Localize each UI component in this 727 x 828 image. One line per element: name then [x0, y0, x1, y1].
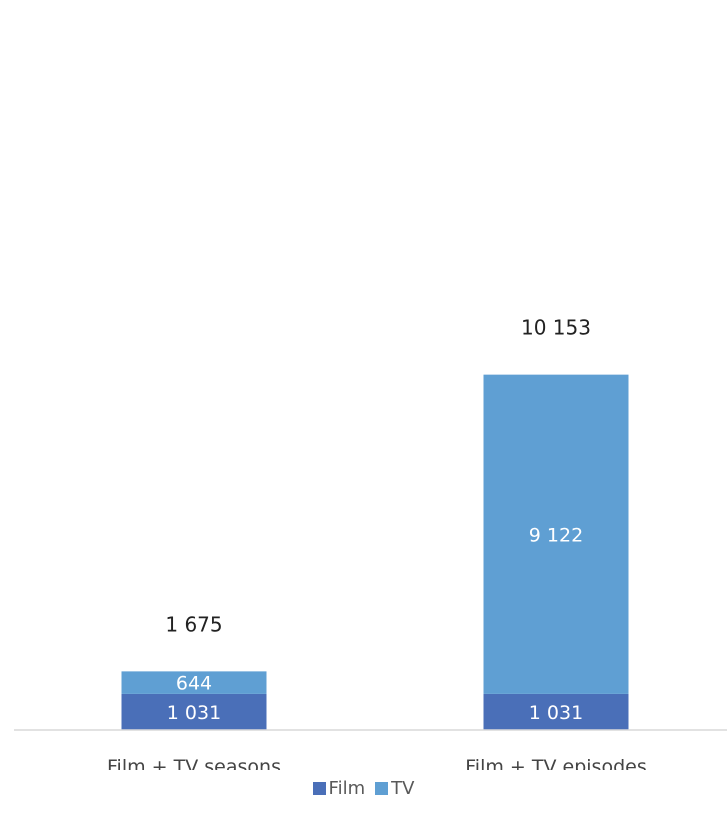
bar-film-1 [121, 693, 267, 730]
legend-swatch-film [312, 782, 326, 795]
data-label-film-2: 1 031 [529, 702, 583, 724]
category-label-1: Film + TV seasons [107, 756, 281, 770]
legend-item-tv: TV [375, 778, 414, 799]
total-label-1: 1 675 [165, 612, 222, 636]
data-label-tv-1: 644 [176, 673, 212, 695]
stacked-bar-chart: 1 031 644 1 675 Film + TV seasons 1 031 9 122… [14, 316, 727, 778]
legend-label-tv: TV [391, 778, 415, 799]
category-label-2: Film + TV episodes [465, 756, 646, 770]
bar-tv-2 [483, 374, 629, 694]
data-label-film-1: 1 031 [167, 702, 221, 724]
legend-label-film: Film [328, 778, 366, 799]
bar-film-2 [483, 693, 629, 730]
legend: Film TV [0, 778, 727, 799]
bar-tv-1 [121, 671, 267, 694]
data-label-tv-2: 9 122 [529, 524, 583, 546]
total-label-2: 10 153 [521, 316, 591, 340]
legend-item-film: Film [312, 778, 366, 799]
legend-swatch-tv [375, 782, 389, 795]
